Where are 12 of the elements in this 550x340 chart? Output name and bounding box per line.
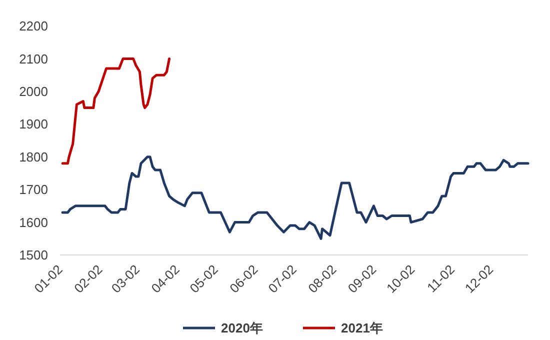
- legend-label: 2021年: [341, 320, 383, 336]
- legend-label: 2020年: [221, 320, 263, 336]
- y-tick-label: 1600: [19, 214, 48, 230]
- y-tick-label: 1900: [19, 116, 48, 132]
- y-tick-label: 1700: [19, 182, 48, 198]
- line-series: [61, 57, 171, 165]
- y-tick-label: 1500: [19, 248, 48, 263]
- line-series: [61, 156, 530, 240]
- y-tick-label: 2100: [19, 51, 48, 66]
- y-tick-label: 2000: [19, 84, 48, 99]
- y-tick-label: 1800: [19, 149, 48, 164]
- y-tick-label: 2200: [19, 18, 48, 34]
